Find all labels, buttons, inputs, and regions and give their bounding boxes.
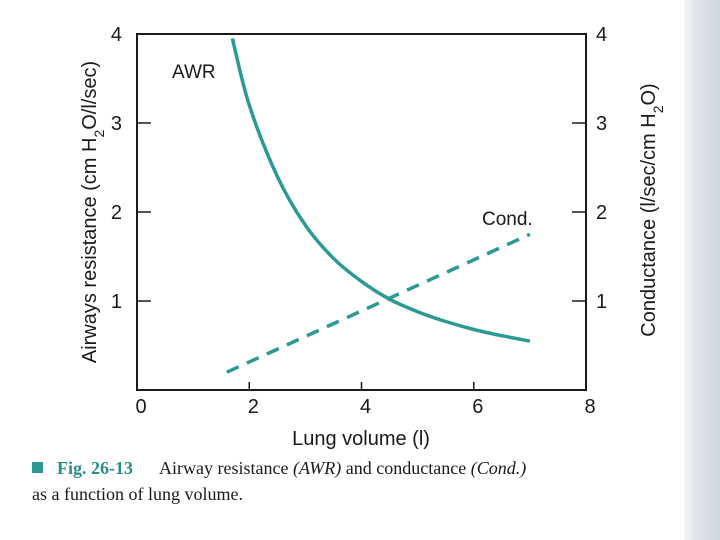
left-y-tick-label: 3 xyxy=(111,113,122,135)
caption-text-2: and conductance xyxy=(341,458,471,478)
caption-text-line2: as a function of lung volume. xyxy=(32,484,243,504)
right-y-tick-label: 1 xyxy=(596,291,607,313)
right-y-tick-label: 4 xyxy=(596,24,607,46)
right-axis-title: Conductance (l/sec/cm H2O) xyxy=(638,83,666,336)
awr-series-line xyxy=(230,37,531,343)
right-y-tick-label: 3 xyxy=(596,113,607,135)
figure-caption: Fig. 26-13 Airway resistance (AWR) and co… xyxy=(32,455,712,507)
x-tick-label: 2 xyxy=(248,396,259,418)
data-series xyxy=(226,37,531,374)
left-axis-title: Airways resistance (cm H2O/l/sec) xyxy=(79,61,107,363)
right-y-tick-label: 2 xyxy=(596,202,607,224)
left-y-tick-label: 1 xyxy=(111,291,122,313)
figure-number: Fig. 26-13 xyxy=(57,458,133,478)
axis-ticks: 0 2 4 6 8 1 1 2 2 3 3 4 4 xyxy=(111,24,607,418)
caption-awr-term: (AWR) xyxy=(292,458,342,478)
caption-text-1: Airway resistance xyxy=(159,458,293,478)
scanned-page-edge xyxy=(684,0,720,540)
x-tick-label: 8 xyxy=(584,396,595,418)
x-tick-label: 4 xyxy=(360,396,371,418)
left-y-tick-label: 4 xyxy=(111,24,122,46)
lung-volume-chart: 0 2 4 6 81 12 23 34 4 AWR Cond. Lung volume (l) … xyxy=(79,24,666,450)
x-tick-label: 6 xyxy=(472,396,483,418)
cond-series-line xyxy=(226,232,531,374)
cond-curve-label: Cond. xyxy=(482,209,533,230)
awr-curve-label: AWR xyxy=(172,62,216,83)
left-y-tick-label: 2 xyxy=(111,202,122,224)
x-axis-title: Lung volume (l) xyxy=(292,428,430,450)
caption-cond-term: (Cond.) xyxy=(470,458,527,478)
x-tick-label: 0 xyxy=(135,396,146,418)
caption-marker-icon xyxy=(32,462,43,473)
